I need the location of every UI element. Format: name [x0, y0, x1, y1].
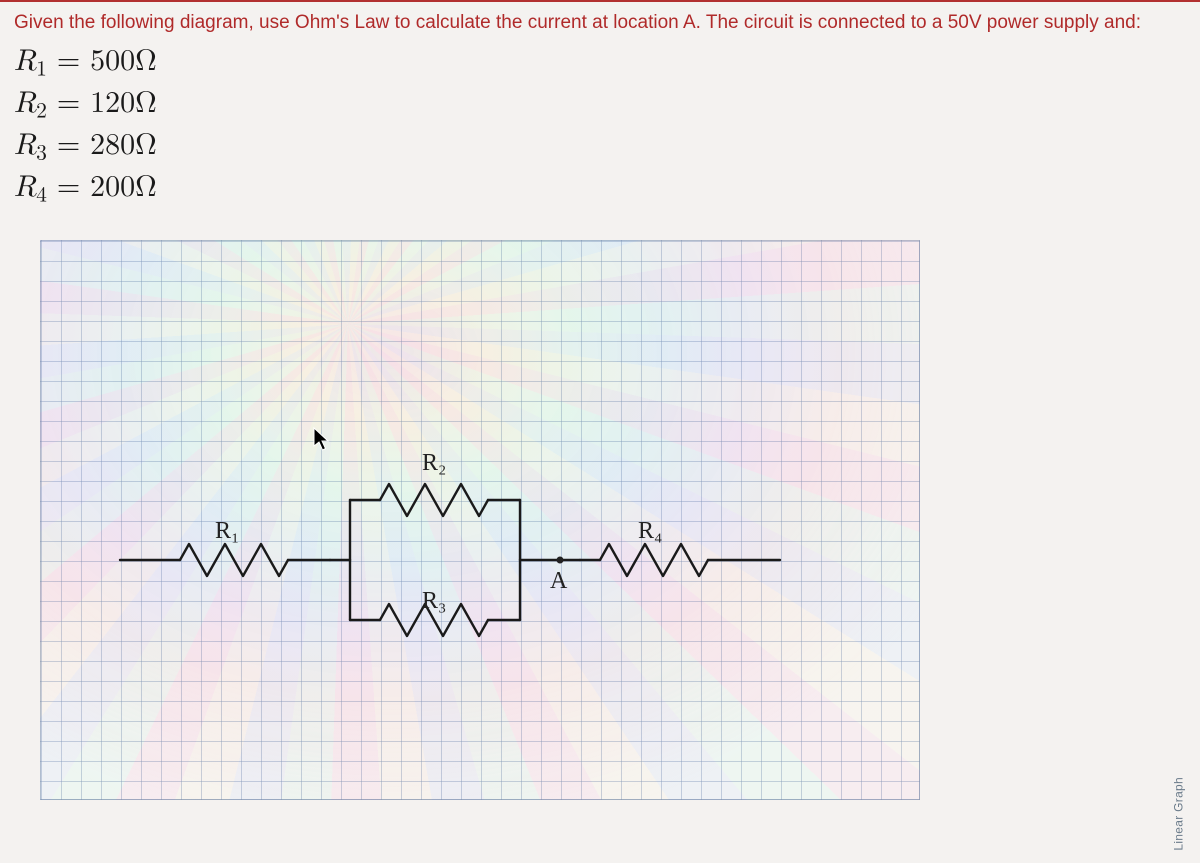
problem-prompt: Given the following diagram, use Ohm's L…: [14, 12, 1174, 34]
graph-paper-background: [40, 240, 920, 800]
accent-top-border: [0, 0, 1200, 2]
eq-r4: R4 = 200Ω: [14, 168, 157, 210]
given-values-block: R1 = 500Ω R2 = 120Ω R3 = 280Ω R4 = 200Ω: [14, 42, 157, 210]
eq-r1: R1 = 500Ω: [14, 42, 157, 84]
eq-r3: R3 = 280Ω: [14, 126, 157, 168]
graph-paper-watermark: Linear Graph: [1172, 777, 1186, 851]
eq-r2: R2 = 120Ω: [14, 84, 157, 126]
